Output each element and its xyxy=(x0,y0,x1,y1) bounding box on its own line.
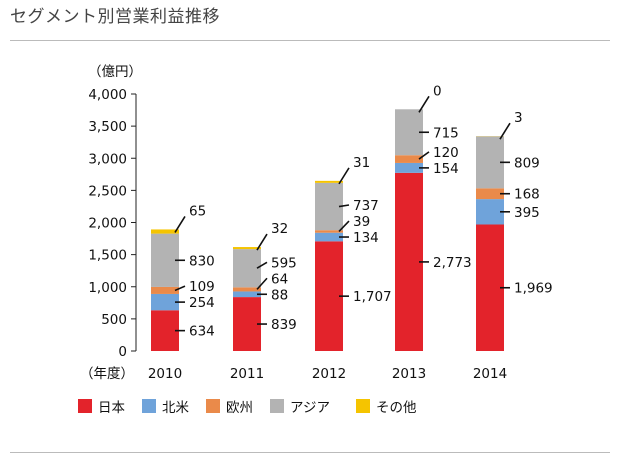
data-label-日本: 839 xyxy=(271,317,297,333)
bar-segment-日本 xyxy=(233,297,261,351)
x-tick-label: 2014 xyxy=(473,366,507,382)
y-tick-label: 0 xyxy=(118,344,127,360)
data-label-欧州: 109 xyxy=(189,279,215,295)
data-label-日本: 1,707 xyxy=(353,289,392,305)
bar-segment-アジア xyxy=(395,109,423,156)
top-divider xyxy=(10,40,610,41)
leader-line xyxy=(256,277,268,290)
leader-line xyxy=(256,233,268,251)
leader-line xyxy=(338,220,350,233)
data-label-日本: 634 xyxy=(189,324,215,340)
legend-swatch-日本 xyxy=(78,399,92,413)
bar-segment-北米 xyxy=(151,293,179,311)
bar-segment-欧州 xyxy=(315,230,343,233)
y-tick-label: 3,500 xyxy=(88,119,127,135)
x-tick-label: 2013 xyxy=(392,366,426,382)
bottom-divider xyxy=(10,452,610,453)
y-tick-label: 1,000 xyxy=(88,280,127,296)
leader-line xyxy=(174,216,186,233)
data-label-北米: 134 xyxy=(353,230,379,246)
y-tick-label: 1,500 xyxy=(88,248,127,264)
bar-segment-アジア xyxy=(233,249,261,288)
data-label-日本: 1,969 xyxy=(514,281,553,297)
bar-segment-その他 xyxy=(233,247,261,250)
leader-line xyxy=(174,285,186,292)
data-label-欧州: 168 xyxy=(514,187,540,203)
y-axis-title: （億円） xyxy=(88,64,142,80)
bar-segment-北米 xyxy=(315,232,343,242)
leader-line xyxy=(338,204,350,208)
data-label-その他: 65 xyxy=(189,203,206,219)
bar-segment-欧州 xyxy=(476,188,504,200)
y-tick-label: 4,000 xyxy=(88,87,127,103)
y-tick-label: 500 xyxy=(101,312,127,328)
legend-label: その他 xyxy=(376,400,417,416)
legend-swatch-北米 xyxy=(142,399,156,413)
data-label-欧州: 120 xyxy=(433,145,459,161)
data-label-アジア: 809 xyxy=(514,155,540,171)
data-label-日本: 2,773 xyxy=(433,255,472,271)
data-label-北米: 88 xyxy=(271,287,288,303)
leader-line xyxy=(418,95,430,113)
data-label-アジア: 737 xyxy=(353,198,379,214)
data-label-その他: 0 xyxy=(433,83,442,99)
legend-label: 北米 xyxy=(162,400,189,416)
bar-segment-日本 xyxy=(315,241,343,351)
data-label-その他: 3 xyxy=(514,110,523,126)
bar-segment-北米 xyxy=(395,162,423,173)
data-label-欧州: 39 xyxy=(353,214,370,230)
legend-swatch-欧州 xyxy=(206,399,220,413)
bar-segment-アジア xyxy=(315,182,343,231)
legend-label: 欧州 xyxy=(226,400,253,416)
data-label-北米: 154 xyxy=(433,161,459,177)
bar-segment-その他 xyxy=(151,229,179,234)
legend-label: アジア xyxy=(290,400,330,416)
x-tick-label: 2011 xyxy=(230,366,264,382)
data-label-アジア: 595 xyxy=(271,255,297,271)
y-tick-label: 2,500 xyxy=(88,183,127,199)
data-label-アジア: 830 xyxy=(189,253,215,269)
data-label-その他: 32 xyxy=(271,221,288,237)
leader-line xyxy=(499,122,511,140)
page-title: セグメント別営業利益推移 xyxy=(10,7,220,27)
data-label-北米: 254 xyxy=(189,295,215,311)
data-label-アジア: 715 xyxy=(433,125,459,141)
bar-segment-欧州 xyxy=(151,286,179,294)
bar-segment-北米 xyxy=(476,199,504,225)
bar-segment-アジア xyxy=(476,136,504,189)
bar-segment-その他 xyxy=(315,180,343,183)
data-label-欧州: 64 xyxy=(271,271,288,287)
bar-segment-北米 xyxy=(233,291,261,298)
leader-line xyxy=(338,167,350,185)
bar-segment-日本 xyxy=(151,310,179,351)
data-label-北米: 395 xyxy=(514,205,540,221)
leader-line xyxy=(256,261,268,269)
x-tick-label: 2010 xyxy=(148,366,182,382)
bar-segment-日本 xyxy=(476,224,504,351)
bar-segment-日本 xyxy=(395,172,423,351)
x-axis-title: （年度） xyxy=(80,366,134,382)
x-tick-label: 2012 xyxy=(312,366,346,382)
data-label-その他: 31 xyxy=(353,155,370,171)
legend-swatch-その他 xyxy=(356,399,370,413)
bar-segment-欧州 xyxy=(233,287,261,292)
leader-line xyxy=(418,151,430,160)
bar-segment-欧州 xyxy=(395,155,423,163)
y-tick-label: 2,000 xyxy=(88,216,127,232)
bar-segment-アジア xyxy=(151,233,179,287)
y-tick-label: 3,000 xyxy=(88,151,127,167)
legend-label: 日本 xyxy=(98,400,125,416)
legend-swatch-アジア xyxy=(270,399,284,413)
